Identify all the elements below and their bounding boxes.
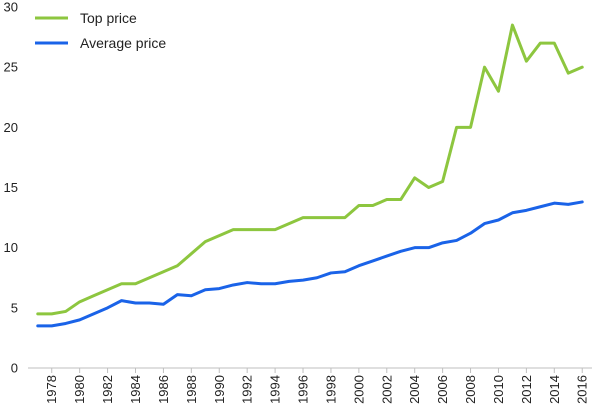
x-axis-ticks: 1978 1980 1982 1984 1986 1988 1990 1992 1994 1996… (44, 368, 590, 404)
x-tick-label: 1992 (240, 375, 255, 404)
y-tick-label: 25 (4, 60, 18, 75)
x-tick-label: 2014 (547, 375, 562, 404)
series-lines (36, 23, 584, 328)
x-tick-label: 2004 (407, 375, 422, 404)
y-tick-label: 0 (11, 361, 18, 376)
legend-label: Average price (80, 35, 166, 51)
x-tick-label: 1990 (212, 375, 227, 404)
x-tick-label: 2008 (463, 375, 478, 404)
x-tick-label: 1978 (44, 375, 59, 404)
x-tick-label: 1988 (184, 375, 199, 404)
x-tick-label: 2016 (575, 375, 590, 404)
y-tick-label: 20 (4, 120, 18, 135)
y-tick-label: 15 (4, 180, 18, 195)
y-axis-ticks: 0 5 10 15 20 25 30 (4, 0, 18, 376)
x-tick-label: 1982 (100, 375, 115, 404)
x-tick-label: 1986 (156, 375, 171, 404)
x-tick-label: 2012 (519, 375, 534, 404)
y-tick-label: 10 (4, 240, 18, 255)
x-tick-label: 2000 (351, 375, 366, 404)
x-tick-label: 1998 (323, 375, 338, 404)
y-tick-label: 5 (11, 300, 18, 315)
x-tick-label: 2006 (435, 375, 450, 404)
x-tick-label: 1984 (128, 375, 143, 404)
x-tick-label: 1996 (296, 375, 311, 404)
series-line-top-price (36, 23, 584, 316)
series-line-average-price (36, 200, 584, 328)
legend-label: Top price (80, 10, 137, 26)
legend: Top price Average price (35, 10, 166, 51)
x-tick-label: 2010 (491, 375, 506, 404)
x-tick-label: 1994 (268, 375, 283, 404)
y-tick-label: 30 (4, 0, 18, 15)
x-tick-label: 2002 (379, 375, 394, 404)
x-tick-label: 1980 (72, 375, 87, 404)
